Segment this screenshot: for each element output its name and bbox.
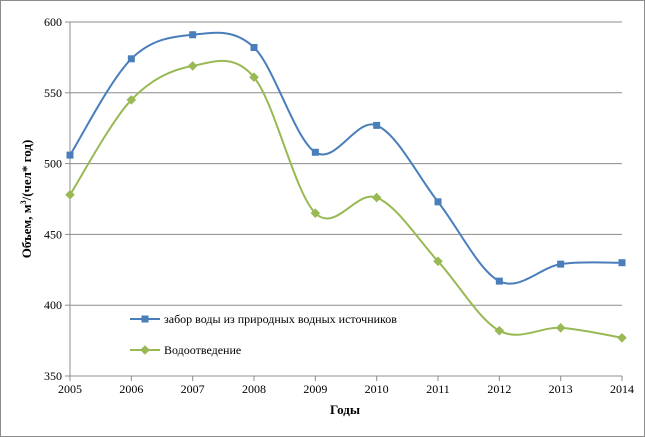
data-point [66, 151, 74, 159]
axes [69, 22, 623, 381]
series-1 [66, 31, 626, 285]
data-point [371, 192, 382, 203]
x-tick-label: 2013 [549, 382, 573, 396]
data-point [310, 208, 321, 218]
series-group [65, 31, 627, 343]
data-point [126, 95, 137, 105]
x-tick-labels: 2005 2006 2007 2008 2009 2010 2011 2012 2013 2014 [58, 382, 634, 396]
x-tick-label: 2014 [610, 382, 634, 396]
x-tick-label: 2007 [181, 382, 205, 396]
data-point [434, 198, 442, 206]
data-point [189, 31, 197, 39]
y-tick-label: 400 [44, 298, 62, 312]
x-tick-label: 2011 [426, 382, 450, 396]
y-axis-title-sup: 3 [19, 200, 28, 204]
x-tick-label: 2009 [303, 382, 327, 396]
series-2 [65, 59, 627, 343]
data-point [373, 121, 381, 129]
x-tick-label: 2006 [119, 382, 143, 396]
data-point [557, 260, 565, 268]
data-point [311, 148, 319, 156]
y-tick-label: 450 [44, 227, 62, 241]
legend-label: Водоотведение [164, 343, 241, 357]
data-point [617, 332, 627, 343]
data-point [495, 277, 503, 285]
series-line [69, 31, 623, 285]
legend-item-1: забор воды из природных водных источнико… [130, 312, 397, 326]
data-point [187, 61, 198, 71]
legend-item-2: Водоотведение [130, 343, 241, 357]
x-tick-label: 2008 [242, 382, 266, 396]
data-point [250, 43, 258, 51]
data-point [127, 55, 135, 63]
y-axis-title-rest: /(чел* год) [19, 140, 34, 202]
data-point [65, 189, 75, 200]
legend-marker [141, 315, 149, 323]
data-point [249, 72, 259, 83]
legend: забор воды из природных водных источнико… [130, 312, 397, 357]
x-tick-label: 2010 [365, 382, 389, 396]
y-axis-title-main: Объем, м [19, 204, 34, 258]
data-point [494, 325, 505, 336]
x-tick-label: 2012 [487, 382, 511, 396]
data-point [433, 256, 443, 267]
grid-lines [65, 21, 622, 377]
y-axis-title: Объем, м3/(чел* год) [19, 140, 34, 259]
x-axis-title: Годы [330, 402, 360, 417]
y-tick-labels: 350 400 450 500 550 600 [44, 15, 62, 383]
y-tick-label: 500 [44, 157, 62, 171]
y-tick-label: 550 [44, 86, 62, 100]
x-tick-label: 2005 [58, 382, 82, 396]
series-line [69, 59, 623, 339]
y-tick-label: 350 [44, 369, 62, 383]
data-point [618, 259, 626, 267]
legend-marker [140, 345, 150, 355]
y-tick-label: 600 [44, 15, 62, 29]
data-point [555, 323, 566, 333]
legend-label: забор воды из природных водных источнико… [164, 312, 397, 326]
